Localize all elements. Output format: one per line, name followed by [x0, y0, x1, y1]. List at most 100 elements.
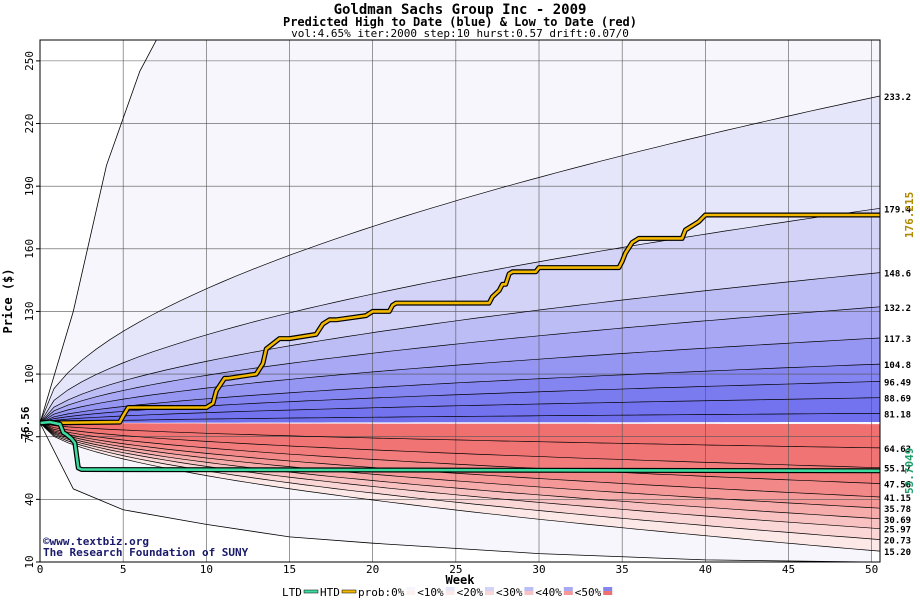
legend-htd-swatch: [341, 589, 357, 594]
lower-level-label: 15.20: [884, 548, 911, 558]
band-lower: [40, 423, 880, 519]
legend-prob-label: <30%: [496, 586, 523, 599]
percentile-line: [40, 95, 880, 424]
upper-level-label: 148.6: [884, 270, 911, 280]
x-tick-label: 5: [120, 563, 127, 576]
legend-prob-label: prob:0%: [358, 586, 405, 599]
credit-line-1: ©www.textbiz.org: [43, 535, 149, 548]
lower-level-label: 30.69: [884, 516, 911, 526]
upper-level-label: 96.49: [884, 378, 911, 388]
percentile-line: [40, 422, 880, 509]
band-upper: [40, 413, 880, 423]
percentile-line: [40, 422, 880, 498]
legend-ltd-label: LTD: [282, 586, 302, 599]
x-tick-label: 35: [616, 563, 629, 576]
x-tick-label: 40: [699, 563, 712, 576]
band-upper: [40, 96, 880, 423]
y-axis-label: Price ($): [1, 268, 15, 333]
upper-level-label: 117.3: [884, 335, 911, 345]
legend-ltd-swatch: [303, 589, 319, 594]
legend-prob-label: <20%: [457, 586, 484, 599]
legend-swatch-red: [485, 591, 494, 595]
x-tick-label: 15: [283, 563, 296, 576]
band-lower: [40, 423, 880, 497]
band-upper: [40, 364, 880, 423]
band-lower: [40, 423, 880, 448]
percentile-line: [40, 422, 880, 484]
upper-level-label: 179.4: [884, 205, 912, 215]
y-tick-label: 160: [23, 239, 36, 259]
upper-level-label: 132.2: [884, 304, 911, 314]
legend-prob-label: <10%: [417, 586, 444, 599]
percentile-line: [40, 422, 880, 449]
min-envelope-line: [40, 422, 872, 562]
ltd-line: [40, 420, 880, 473]
x-tick-label: 10: [200, 563, 213, 576]
plot-content: [40, 40, 880, 562]
y-tick-label: 10: [23, 555, 36, 568]
legend-prob-label: <50%: [575, 586, 602, 599]
plot-border: [39, 39, 881, 563]
htd-value-label: 176.215: [903, 192, 916, 238]
x-tick-label: 45: [782, 563, 795, 576]
band-lower: [40, 423, 880, 552]
band-lower: [40, 423, 880, 529]
x-axis-label: Week: [446, 573, 476, 587]
legend-htd-label: HTD: [320, 586, 340, 599]
legend-swatch-red: [603, 591, 613, 595]
legend-prob-label: <40%: [535, 586, 562, 599]
percentile-line: [40, 363, 880, 424]
lower-level-label: 20.73: [884, 537, 911, 547]
max-envelope-line: [40, 40, 158, 424]
legend-swatch-red: [445, 591, 455, 595]
legend-swatch-blue: [485, 587, 494, 591]
y-tick-label: 220: [23, 114, 36, 134]
legend-swatch-red: [524, 591, 534, 595]
start-price-label: 76.56: [19, 406, 32, 439]
chart-subtitle: Predicted High to Date (blue) & Low to D…: [282, 15, 637, 29]
y-tick-label: 70: [23, 430, 36, 443]
lower-level-label: 55.17: [884, 465, 911, 475]
y-tick-label: 250: [23, 51, 36, 71]
band-upper: [40, 208, 880, 423]
y-tick-label: 100: [23, 364, 36, 384]
htd-line: [40, 213, 880, 425]
y-tick-label: 40: [23, 493, 36, 506]
band-upper: [40, 272, 880, 423]
band-upper: [40, 381, 880, 423]
percentile-line: [40, 413, 880, 424]
y-tick-label: 190: [23, 176, 36, 196]
legend-swatch-blue: [603, 587, 613, 591]
credit-line-2: The Research Foundation of SUNY: [43, 546, 249, 559]
legend-swatch-red: [406, 591, 416, 595]
ltd-value-label: 53.7049: [903, 448, 916, 494]
percentile-line: [40, 337, 880, 424]
band-lower: [40, 423, 880, 540]
legend-swatch-blue: [563, 587, 573, 591]
upper-level-label: 233.2: [884, 93, 911, 103]
legend-swatch-blue: [445, 587, 455, 591]
percentile-line: [40, 207, 880, 424]
upper-level-label: 81.18: [884, 410, 911, 420]
band-upper: [40, 338, 880, 423]
band-lower: [40, 423, 880, 509]
percentile-line: [40, 272, 880, 424]
percentile-line: [40, 397, 880, 424]
x-tick-label: 25: [449, 563, 462, 576]
chart-title: Goldman Sachs Group Inc - 2009: [333, 2, 587, 18]
x-tick-label: 30: [532, 563, 545, 576]
lower-level-label: 25.97: [884, 526, 911, 536]
band-upper: [40, 397, 880, 423]
legend-swatch-blue: [406, 587, 416, 591]
lower-level-label: 35.78: [884, 505, 911, 515]
x-tick-label: 20: [366, 563, 379, 576]
upper-level-label: 104.8: [884, 361, 911, 371]
lower-level-label: 41.15: [884, 494, 911, 504]
legend-swatch-red: [563, 591, 573, 595]
percentile-line: [40, 422, 880, 520]
percentile-line: [40, 422, 880, 469]
y-tick-label: 130: [23, 302, 36, 322]
x-tick-label: 50: [865, 563, 878, 576]
